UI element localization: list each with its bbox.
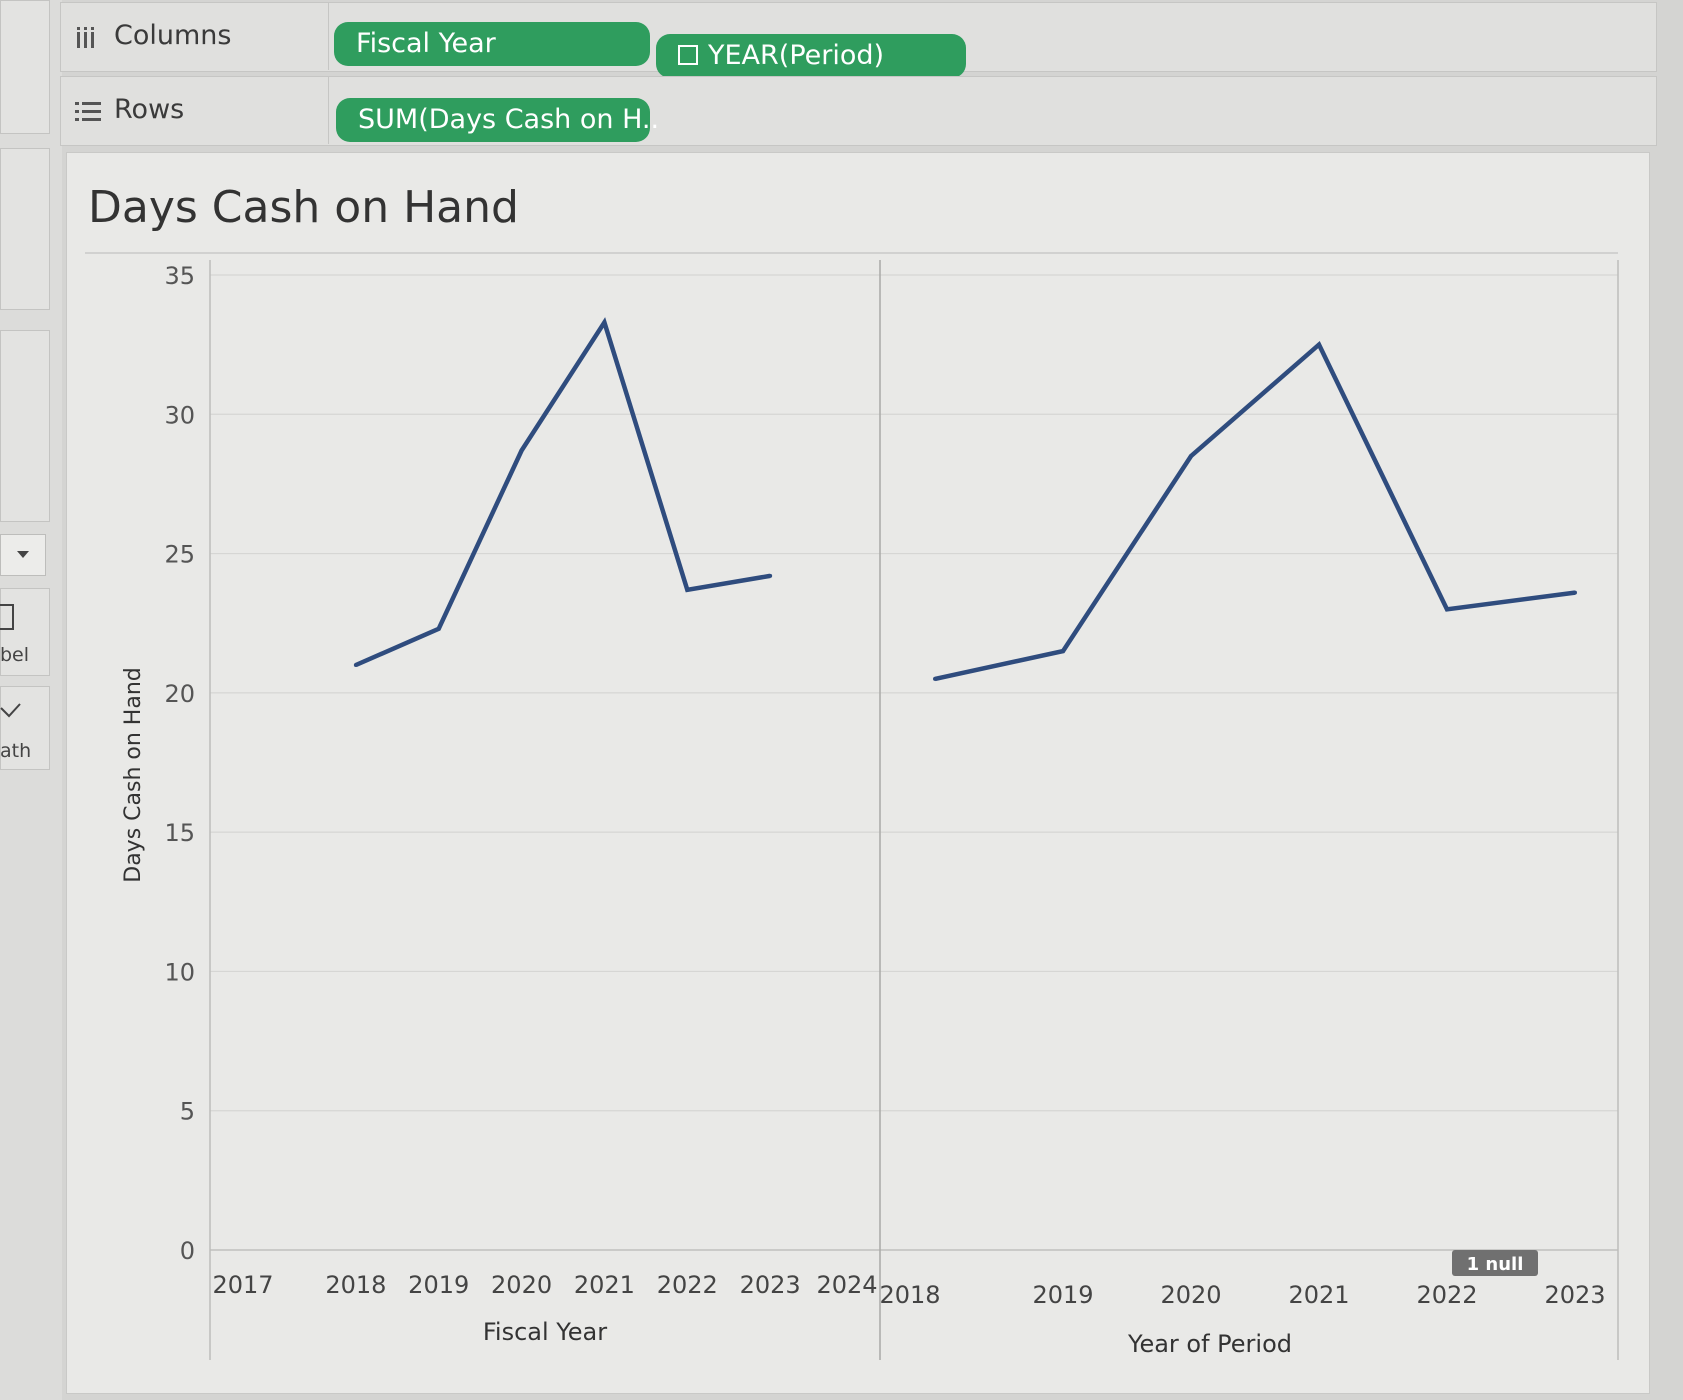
year-period-pill-label: YEAR(Period): [708, 40, 885, 71]
y-tick-label: 20: [164, 680, 195, 708]
x-tick-label: 2017: [212, 1271, 273, 1299]
path-mark-card[interactable]: [0, 686, 50, 770]
fiscal-year-pill-label: Fiscal Year: [356, 28, 496, 59]
x-tick-label: 2021: [1288, 1281, 1349, 1309]
x-tick-label: 2020: [1160, 1281, 1221, 1309]
year-period-pill[interactable]: YEAR(Period): [656, 34, 966, 78]
rows-label: Rows: [114, 94, 185, 125]
fiscal-year-pill[interactable]: Fiscal Year: [334, 22, 650, 66]
chart-panel: [66, 152, 1650, 1394]
columns-icon: [77, 27, 94, 48]
series-line[interactable]: [354, 317, 771, 668]
x-axis-title: Year of Period: [1127, 1330, 1292, 1358]
chevron-down-icon: [17, 551, 29, 558]
data-point[interactable]: [1061, 649, 1065, 654]
path-mark-text: ath: [0, 740, 32, 762]
rows-shelf-header: Rows: [60, 76, 329, 144]
sidebar-card: [0, 148, 50, 310]
y-tick-label: 5: [180, 1098, 195, 1126]
columns-shelf-header: Columns: [60, 2, 329, 70]
sum-days-cash-pill-label: SUM(Days Cash on H..: [358, 104, 660, 135]
columns-label: Columns: [114, 20, 232, 51]
data-point[interactable]: [1317, 342, 1321, 347]
y-tick-label: 25: [164, 541, 195, 569]
data-point[interactable]: [1189, 454, 1193, 459]
y-tick-label: 0: [180, 1237, 195, 1265]
rows-shelf[interactable]: [60, 76, 1657, 146]
x-tick-label: 2019: [408, 1271, 469, 1299]
data-point[interactable]: [519, 448, 524, 453]
data-point[interactable]: [602, 320, 607, 325]
x-tick-label: 2023: [1544, 1281, 1605, 1309]
label-mark-card[interactable]: [0, 588, 50, 676]
x-tick-label: 2019: [1032, 1281, 1093, 1309]
marks-type-dropdown[interactable]: [0, 534, 46, 576]
sidebar-card: [0, 0, 50, 134]
y-tick-label: 10: [164, 958, 195, 986]
y-tick-label: 30: [164, 401, 195, 429]
x-tick-label: 2022: [1416, 1281, 1477, 1309]
chart-title: Days Cash on Hand: [88, 182, 519, 233]
x-tick-label: 2018: [325, 1271, 386, 1299]
null-indicator-text: 1 null: [1467, 1254, 1524, 1275]
expand-icon[interactable]: [678, 45, 698, 65]
data-point[interactable]: [685, 587, 690, 592]
x-tick-label: 2024: [816, 1271, 877, 1299]
y-axis-title: Days Cash on Hand: [121, 667, 146, 882]
x-tick-label: 2020: [491, 1271, 552, 1299]
data-point[interactable]: [436, 626, 441, 631]
data-point[interactable]: [1573, 590, 1577, 595]
x-axis-title: Fiscal Year: [483, 1318, 607, 1346]
data-point[interactable]: [768, 573, 773, 578]
x-tick-label: 2021: [574, 1271, 635, 1299]
series-line[interactable]: [934, 340, 1576, 682]
sum-days-cash-pill[interactable]: SUM(Days Cash on H..: [336, 98, 659, 142]
rows-icon: [75, 102, 101, 121]
label-mark-text: bel: [0, 644, 30, 666]
data-point[interactable]: [1445, 607, 1449, 612]
label-icon: [0, 604, 14, 630]
sidebar-card: [0, 330, 50, 522]
x-tick-label: 2023: [740, 1271, 801, 1299]
y-tick-label: 35: [164, 262, 195, 290]
x-tick-label: 2018: [879, 1281, 940, 1309]
null-indicator-badge[interactable]: 1 null: [1452, 1250, 1538, 1276]
data-point[interactable]: [933, 676, 937, 681]
y-tick-label: 15: [164, 819, 195, 847]
data-point[interactable]: [353, 663, 358, 667]
path-icon: [0, 703, 21, 718]
x-tick-label: 2022: [657, 1271, 718, 1299]
